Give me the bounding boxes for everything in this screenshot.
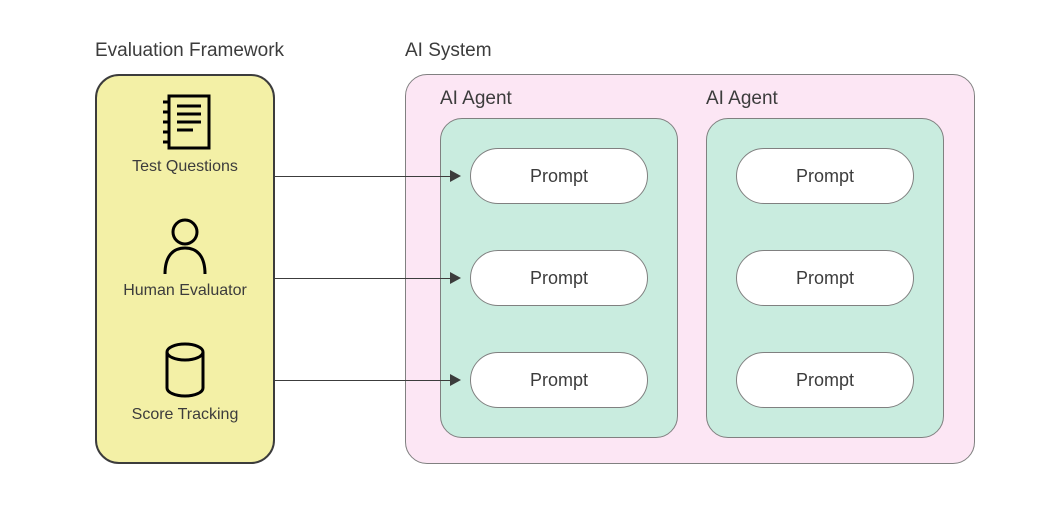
ai-agent-title-2: AI Agent [706, 88, 778, 110]
eval-label-test-questions: Test Questions [132, 158, 238, 176]
prompt-pill: Prompt [470, 148, 648, 204]
prompt-label: Prompt [796, 166, 854, 187]
arrow-head-icon [450, 272, 461, 284]
prompt-pill: Prompt [736, 148, 914, 204]
cylinder-icon [155, 338, 215, 402]
prompt-label: Prompt [796, 268, 854, 289]
prompt-pill: Prompt [736, 250, 914, 306]
prompt-label: Prompt [530, 370, 588, 391]
arrow-line [275, 380, 450, 381]
prompt-pill: Prompt [470, 352, 648, 408]
evaluation-framework-box: Test Questions Human Evaluator Score Tra… [95, 74, 275, 464]
arrow-line [275, 176, 450, 177]
prompt-label: Prompt [530, 268, 588, 289]
arrow-head-icon [450, 374, 461, 386]
evaluation-framework-title: Evaluation Framework [95, 40, 284, 62]
diagram-canvas: Evaluation Framework Test Qu [0, 0, 1040, 513]
eval-label-human-evaluator: Human Evaluator [123, 282, 247, 300]
eval-item-human-evaluator: Human Evaluator [97, 214, 273, 300]
ai-agent-title-1: AI Agent [440, 88, 512, 110]
eval-label-score-tracking: Score Tracking [132, 406, 239, 424]
eval-item-score-tracking: Score Tracking [97, 338, 273, 424]
person-icon [155, 214, 215, 278]
prompt-pill: Prompt [470, 250, 648, 306]
ai-system-title: AI System [405, 40, 492, 62]
prompt-label: Prompt [796, 370, 854, 391]
prompt-label: Prompt [530, 166, 588, 187]
arrow-line [275, 278, 450, 279]
eval-item-test-questions: Test Questions [97, 90, 273, 176]
arrow-head-icon [450, 170, 461, 182]
notebook-icon [155, 90, 215, 154]
prompt-pill: Prompt [736, 352, 914, 408]
